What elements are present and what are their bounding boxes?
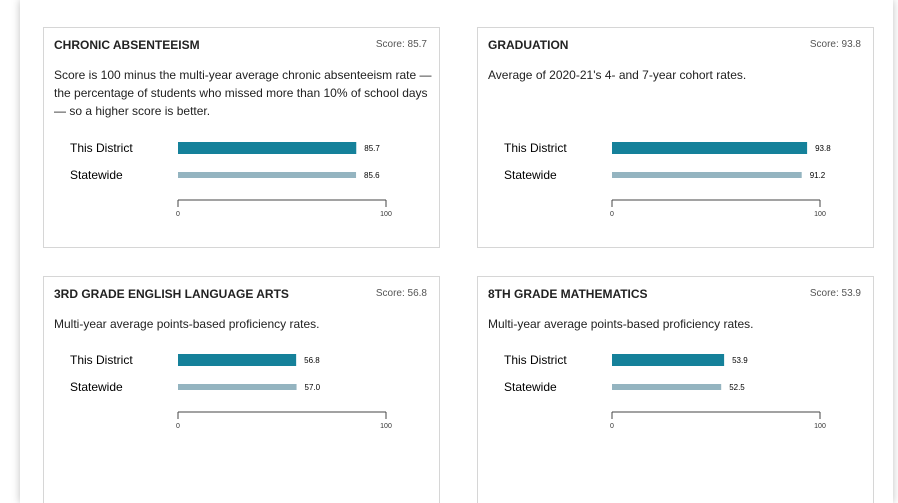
card: GRADUATION Score: 93.8 Average of 2020-21'… [477, 27, 874, 248]
score: Score: 53.9 [809, 288, 861, 299]
description: Multi-year average points-based proficie… [54, 317, 320, 331]
x-tick-label: 100 [380, 211, 392, 218]
bar-chart: This District 93.8 Statewide 91.2 0 100 [504, 141, 831, 218]
value-label: 85.7 [364, 144, 380, 153]
card: CHRONIC ABSENTEEISM Score: 85.7 Score is 1… [43, 27, 440, 248]
value-label: 53.9 [732, 356, 748, 365]
bar [612, 142, 808, 154]
bar-chart: This District 56.8 Statewide 57.0 0 100 [70, 353, 392, 430]
card: 3RD GRADE ENGLISH LANGUAGE ARTS Score: 56… [43, 276, 440, 503]
category-label: This District [70, 141, 133, 155]
category-label: This District [504, 141, 567, 155]
card: 8TH GRADE MATHEMATICS Score: 53.9 Multi-ye… [477, 276, 874, 503]
panel: CHRONIC ABSENTEEISM Score: 85.7 Score is 1… [20, 0, 893, 503]
card-title: GRADUATION [488, 38, 569, 52]
category-label: This District [70, 353, 133, 367]
bar [612, 384, 722, 390]
x-tick-label: 0 [176, 211, 180, 218]
description: Multi-year average points-based proficie… [488, 317, 754, 331]
value-label: 93.8 [815, 144, 831, 153]
bar [612, 172, 802, 178]
bar [178, 142, 357, 154]
description: Average of 2020-21's 4- and 7-year cohor… [488, 68, 747, 82]
card-title: 3RD GRADE ENGLISH LANGUAGE ARTS [54, 287, 289, 301]
bar [178, 172, 357, 178]
description: Score is 100 minus the multi-year averag… [54, 68, 432, 118]
category-label: Statewide [70, 380, 123, 394]
score: Score: 85.7 [375, 39, 427, 50]
x-tick-label: 100 [814, 211, 826, 218]
value-label: 57.0 [305, 383, 321, 392]
x-tick-label: 100 [814, 423, 826, 430]
value-label: 85.6 [364, 171, 380, 180]
x-tick-label: 0 [176, 423, 180, 430]
value-label: 56.8 [304, 356, 320, 365]
value-label: 91.2 [810, 171, 826, 180]
category-label: Statewide [504, 168, 557, 182]
category-label: Statewide [504, 380, 557, 394]
bar-chart: This District 53.9 Statewide 52.5 0 100 [504, 353, 826, 430]
x-tick-label: 0 [610, 211, 614, 218]
bar [612, 354, 725, 366]
category-label: This District [504, 353, 567, 367]
bar [178, 384, 297, 390]
x-tick-label: 100 [380, 423, 392, 430]
card-title: CHRONIC ABSENTEEISM [54, 38, 200, 52]
card-title: 8TH GRADE MATHEMATICS [488, 287, 648, 301]
bar-chart: This District 85.7 Statewide 85.6 0 100 [70, 141, 392, 218]
value-label: 52.5 [729, 383, 745, 392]
category-label: Statewide [70, 168, 123, 182]
bar [178, 354, 297, 366]
score: Score: 56.8 [375, 288, 427, 299]
score: Score: 93.8 [809, 39, 861, 50]
x-tick-label: 0 [610, 423, 614, 430]
